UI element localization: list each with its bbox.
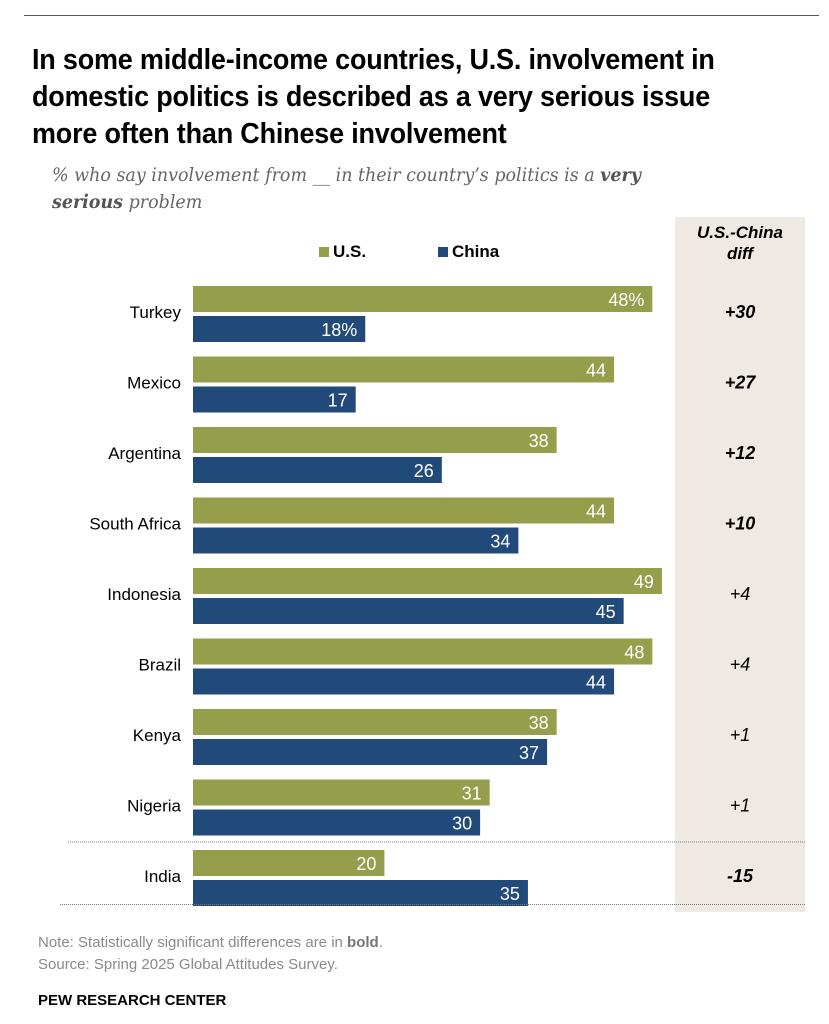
diff-value: +30	[725, 302, 756, 322]
subtitle-text: % who say involvement from __ in their c…	[52, 164, 601, 186]
legend-item-us: U.S.	[319, 242, 366, 262]
diff-value: +1	[730, 796, 751, 816]
data-label-china: 44	[586, 673, 606, 693]
chart-subtitle: % who say involvement from __ in their c…	[52, 162, 714, 216]
data-label-us: 20	[356, 854, 376, 874]
diff-value: +4	[730, 655, 751, 675]
data-label-us: 31	[462, 784, 482, 804]
category-label: South Africa	[89, 515, 181, 534]
data-label-china: 34	[490, 532, 510, 552]
bar-china	[193, 598, 624, 624]
bar-us	[193, 638, 653, 665]
bar-us	[193, 427, 557, 453]
subtitle-text-end: problem	[123, 191, 203, 213]
category-label: Turkey	[130, 303, 182, 322]
category-label: India	[144, 867, 181, 886]
diff-value: -15	[727, 866, 754, 886]
bar-china	[193, 316, 366, 342]
source-text: Source: Spring 2025 Global Attitudes Sur…	[38, 956, 338, 973]
data-label-us: 44	[586, 502, 606, 522]
bar-us	[193, 286, 653, 312]
data-label-us: 49	[634, 572, 654, 592]
note-pre: Note: Statistically significant differen…	[38, 934, 348, 951]
bar-us	[193, 568, 662, 594]
bar-china	[193, 668, 615, 695]
legend-label-china: China	[452, 242, 500, 261]
bar-china	[193, 809, 481, 836]
bar-us	[193, 779, 490, 806]
data-label-us: 48%	[608, 290, 644, 310]
legend-swatch-china	[438, 247, 448, 257]
footnote: Note: Statistically significant differen…	[38, 932, 383, 976]
category-label: Mexico	[127, 374, 181, 393]
note-bold: bold	[347, 934, 379, 951]
bar-china	[193, 880, 528, 906]
data-label-us: 38	[529, 713, 549, 733]
bar-china	[193, 457, 442, 483]
data-label-china: 37	[519, 743, 539, 763]
bar-us	[193, 850, 385, 876]
diff-value: +12	[725, 443, 756, 463]
subtitle-bold-text: very serious	[52, 164, 641, 213]
category-label: Nigeria	[127, 797, 181, 816]
legend-item-china: China	[438, 242, 499, 262]
data-label-china: 35	[500, 884, 520, 904]
brand-logo-text: PEW RESEARCH CENTER	[38, 992, 227, 1009]
diff-header-line2: diff	[726, 244, 754, 263]
top-rule	[24, 15, 819, 16]
diff-value: +10	[725, 514, 756, 534]
note-text: Note: Statistically significant differen…	[38, 932, 383, 954]
category-label: Indonesia	[107, 585, 181, 604]
bar-china	[193, 386, 356, 413]
category-label: Brazil	[138, 656, 181, 675]
data-label-china: 18%	[321, 320, 357, 340]
data-label-china: 26	[414, 461, 434, 481]
diff-value: +27	[725, 373, 757, 393]
data-label-us: 48	[624, 643, 644, 663]
bar-china	[193, 739, 548, 765]
bar-us	[193, 709, 557, 735]
note-post: .	[378, 934, 383, 951]
bar-us	[193, 497, 615, 524]
data-label-us: 44	[586, 361, 606, 381]
legend-label-us: U.S.	[333, 242, 367, 261]
diff-column-background	[675, 217, 805, 912]
data-label-china: 17	[328, 391, 348, 411]
data-label-china: 45	[596, 602, 616, 622]
bar-china	[193, 527, 519, 554]
category-label: Argentina	[108, 444, 181, 463]
diff-value: +4	[730, 584, 751, 604]
legend-swatch-us	[319, 247, 329, 257]
diff-value: +1	[730, 725, 751, 745]
data-label-china: 30	[452, 814, 472, 834]
category-label: Kenya	[133, 726, 182, 745]
diff-column-header: U.S.-China diff	[675, 222, 805, 264]
data-label-us: 38	[529, 431, 549, 451]
diff-header-line1: U.S.-China	[697, 223, 783, 242]
bar-us	[193, 356, 615, 383]
chart-title: In some middle-income countries, U.S. in…	[32, 44, 715, 150]
